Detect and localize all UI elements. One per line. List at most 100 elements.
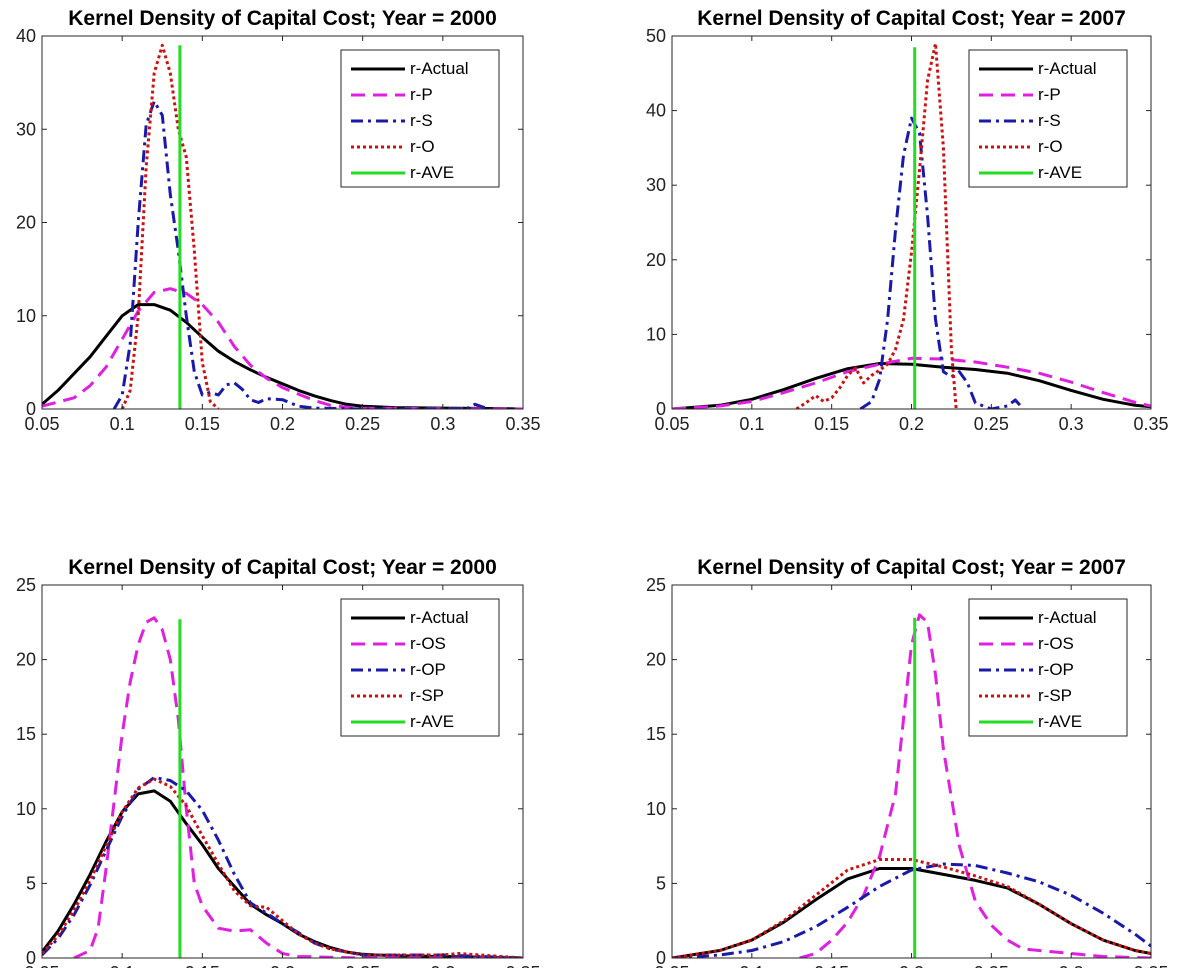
y-tick-label: 10 bbox=[16, 799, 36, 819]
y-tick-label: 0 bbox=[656, 399, 666, 419]
chart-panel-1: Kernel Density of Capital Cost; Year = 2… bbox=[16, 7, 541, 434]
chart-title: Kernel Density of Capital Cost; Year = 2… bbox=[697, 7, 1126, 30]
y-tick-label: 20 bbox=[16, 213, 36, 233]
x-tick-label: 0.35 bbox=[505, 414, 540, 434]
x-tick-label: 0.1 bbox=[110, 414, 135, 434]
y-tick-label: 10 bbox=[16, 306, 36, 326]
x-tick-label: 0.35 bbox=[1133, 963, 1168, 968]
legend-label: r-OP bbox=[410, 660, 446, 679]
series-line-r-P bbox=[42, 287, 523, 409]
series-line-r-Actual bbox=[672, 867, 1151, 958]
x-tick-label: 0.2 bbox=[270, 414, 295, 434]
series-line-r-SP bbox=[672, 858, 1151, 958]
x-tick-label: 0.2 bbox=[899, 414, 924, 434]
y-tick-label: 20 bbox=[646, 650, 666, 670]
legend-box bbox=[968, 598, 1128, 737]
y-tick-label: 25 bbox=[16, 575, 36, 595]
x-tick-label: 0.25 bbox=[974, 963, 1009, 968]
y-tick-label: 40 bbox=[16, 26, 36, 46]
legend-label: r-Actual bbox=[1038, 59, 1097, 78]
series-line-r-OS bbox=[799, 613, 1151, 958]
series-group bbox=[672, 613, 1151, 958]
y-tick-label: 15 bbox=[646, 724, 666, 744]
y-tick-label: 5 bbox=[26, 873, 36, 893]
x-tick-label: 0.15 bbox=[814, 414, 849, 434]
y-tick-label: 30 bbox=[646, 175, 666, 195]
series-line-r-OP bbox=[672, 862, 1151, 958]
legend-label: r-SP bbox=[1038, 686, 1072, 705]
legend-label: r-Actual bbox=[410, 59, 469, 78]
y-tick-label: 0 bbox=[26, 948, 36, 968]
legend-label: r-AVE bbox=[410, 712, 454, 731]
y-tick-label: 20 bbox=[646, 250, 666, 270]
x-tick-label: 0.1 bbox=[739, 414, 764, 434]
legend-label: r-P bbox=[410, 85, 433, 104]
y-tick-label: 50 bbox=[646, 26, 666, 46]
y-tick-label: 25 bbox=[646, 575, 666, 595]
chart-title: Kernel Density of Capital Cost; Year = 2… bbox=[68, 556, 497, 579]
legend-box bbox=[340, 598, 500, 737]
legend-label: r-O bbox=[410, 137, 435, 156]
x-tick-label: 0.35 bbox=[1133, 414, 1168, 434]
x-tick-label: 0.05 bbox=[654, 414, 689, 434]
series-line-r-SP bbox=[42, 777, 523, 958]
legend-box bbox=[968, 49, 1128, 188]
series-line-r-Actual bbox=[42, 789, 523, 958]
x-tick-label: 0.05 bbox=[24, 963, 59, 968]
series-line-r-P bbox=[672, 356, 1151, 409]
chart-panel-2: Kernel Density of Capital Cost; Year = 2… bbox=[646, 7, 1169, 434]
legend-label: r-OP bbox=[1038, 660, 1074, 679]
legend-box bbox=[340, 49, 500, 188]
x-tick-label: 0.05 bbox=[24, 414, 59, 434]
x-tick-label: 0.3 bbox=[1059, 414, 1084, 434]
x-tick-label: 0.3 bbox=[1059, 963, 1084, 968]
legend-label: r-Actual bbox=[410, 608, 469, 627]
y-tick-label: 0 bbox=[656, 948, 666, 968]
x-tick-label: 0.2 bbox=[899, 963, 924, 968]
chart-panel-4: Kernel Density of Capital Cost; Year = 2… bbox=[646, 556, 1169, 968]
x-tick-label: 0.25 bbox=[345, 963, 380, 968]
y-tick-label: 20 bbox=[16, 650, 36, 670]
y-tick-label: 15 bbox=[16, 724, 36, 744]
x-tick-label: 0.3 bbox=[430, 963, 455, 968]
legend-label: r-Actual bbox=[1038, 608, 1097, 627]
x-tick-label: 0.15 bbox=[185, 414, 220, 434]
legend-label: r-S bbox=[1038, 111, 1061, 130]
chart-title: Kernel Density of Capital Cost; Year = 2… bbox=[697, 556, 1126, 579]
chart-panel-3: Kernel Density of Capital Cost; Year = 2… bbox=[16, 556, 541, 968]
series-line-r-Actual bbox=[672, 362, 1151, 409]
x-tick-label: 0.35 bbox=[505, 963, 540, 968]
y-tick-label: 10 bbox=[646, 324, 666, 344]
legend: r-Actual r-OS r-OP r-SP r-AVE bbox=[340, 598, 500, 737]
y-tick-label: 10 bbox=[646, 799, 666, 819]
series-group bbox=[672, 42, 1151, 409]
series-line-r-O bbox=[795, 42, 958, 409]
x-tick-label: 0.25 bbox=[345, 414, 380, 434]
legend-label: r-S bbox=[410, 111, 433, 130]
legend-label: r-OS bbox=[410, 634, 446, 653]
series-line-r-OS bbox=[73, 616, 523, 958]
y-tick-label: 40 bbox=[646, 101, 666, 121]
x-tick-label: 0.25 bbox=[974, 414, 1009, 434]
legend-label: r-P bbox=[1038, 85, 1061, 104]
series-line-r-Actual bbox=[42, 303, 523, 409]
legend: r-Actual r-P r-S r-O r-AVE bbox=[340, 49, 500, 188]
series-line-r-O bbox=[120, 43, 220, 409]
legend-label: r-AVE bbox=[1038, 163, 1082, 182]
legend: r-Actual r-OS r-OP r-SP r-AVE bbox=[968, 598, 1128, 737]
y-tick-label: 5 bbox=[656, 873, 666, 893]
legend-label: r-SP bbox=[410, 686, 444, 705]
y-tick-label: 30 bbox=[16, 119, 36, 139]
legend-label: r-OS bbox=[1038, 634, 1074, 653]
legend-label: r-AVE bbox=[410, 163, 454, 182]
legend-label: r-O bbox=[1038, 137, 1063, 156]
legend-label: r-AVE bbox=[1038, 712, 1082, 731]
chart-title: Kernel Density of Capital Cost; Year = 2… bbox=[68, 7, 497, 30]
x-tick-label: 0.15 bbox=[185, 963, 220, 968]
x-tick-label: 0.1 bbox=[110, 963, 135, 968]
x-tick-label: 0.2 bbox=[270, 963, 295, 968]
x-tick-label: 0.1 bbox=[739, 963, 764, 968]
x-tick-label: 0.05 bbox=[654, 963, 689, 968]
x-tick-label: 0.15 bbox=[814, 963, 849, 968]
